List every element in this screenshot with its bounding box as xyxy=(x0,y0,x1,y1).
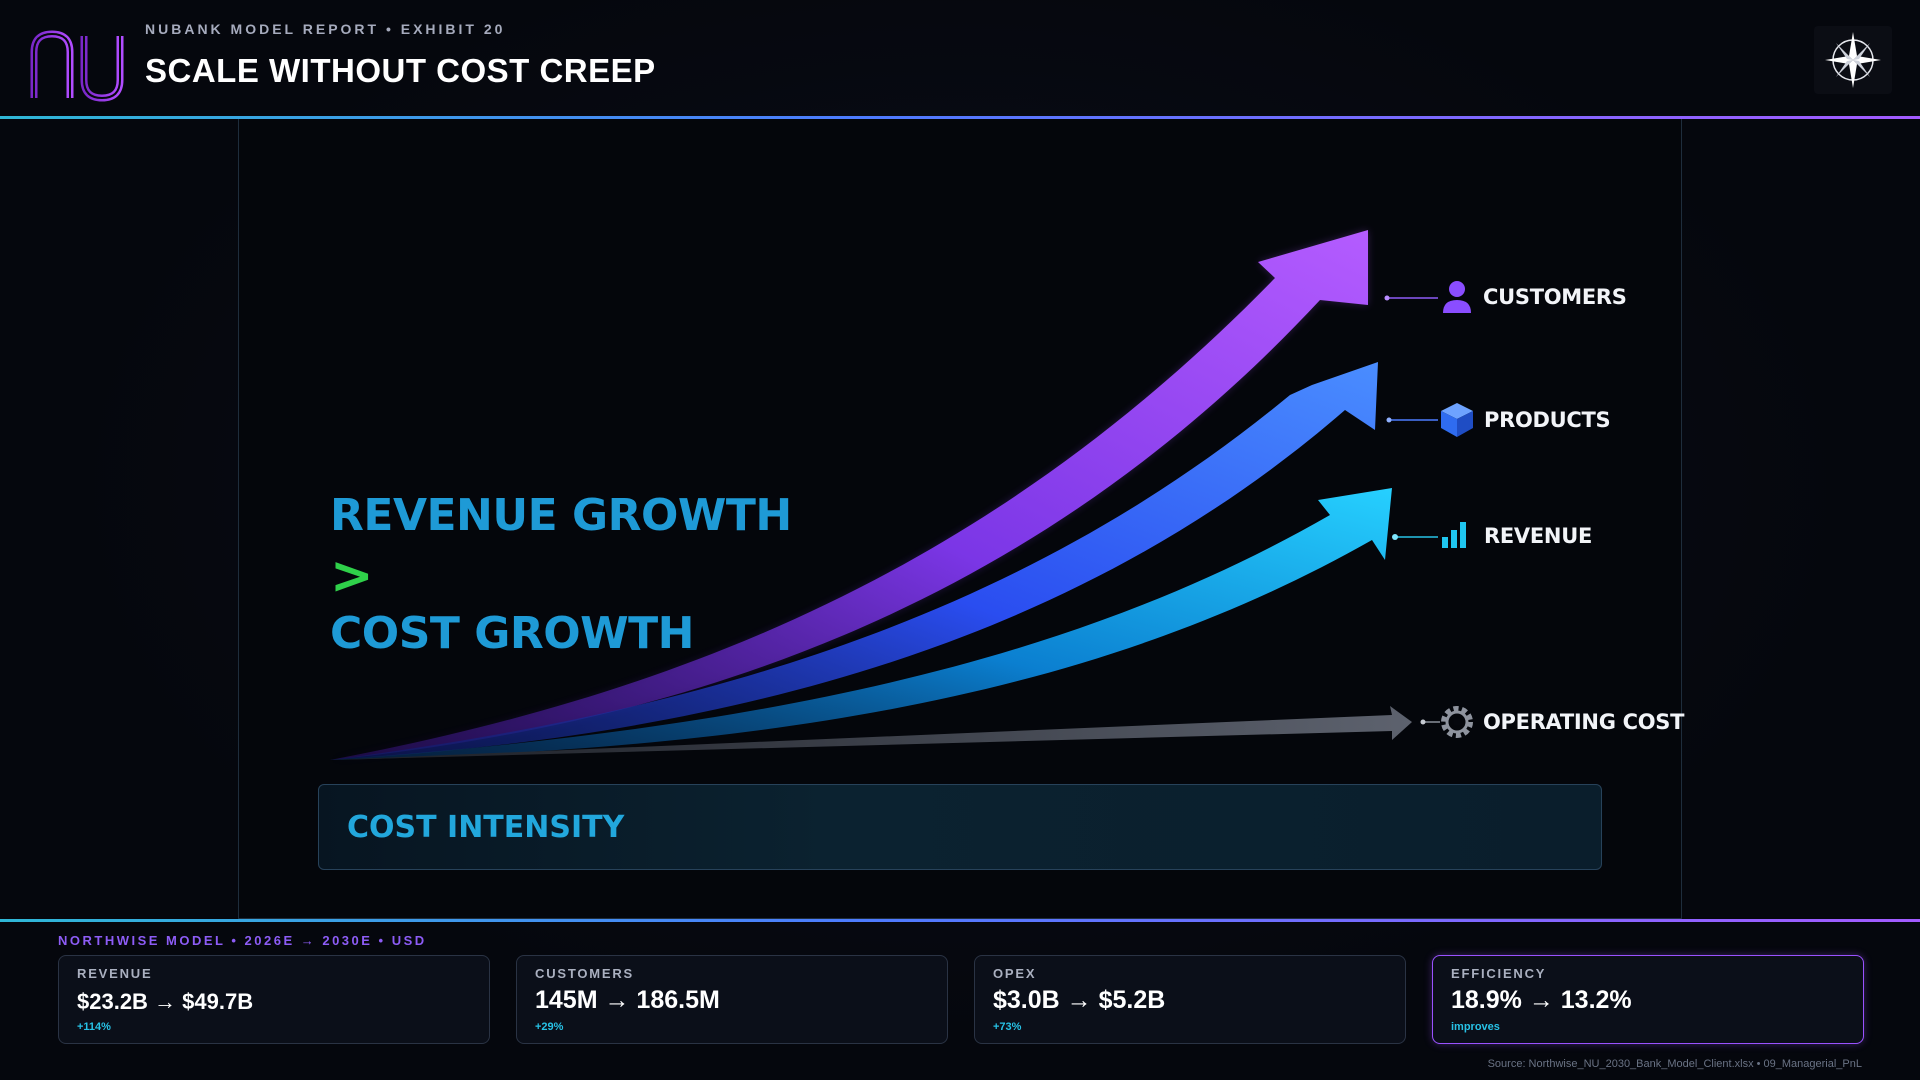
operating-cost-arrow xyxy=(330,706,1412,760)
kpi-card-opex: OPEX $3.0B → $5.2B +73% xyxy=(974,955,1406,1044)
model-tag: NORTHWISE MODEL • 2026E → 2030E • USD xyxy=(58,933,427,948)
kpi-delta: improves xyxy=(1451,1021,1500,1033)
page-title: SCALE WITHOUT COST CREEP xyxy=(145,52,656,89)
bar-chart-icon xyxy=(1442,522,1466,548)
kpi-label: CUSTOMERS xyxy=(535,966,635,981)
series-label-revenue: REVENUE xyxy=(1484,524,1592,548)
revenue-arrow xyxy=(330,488,1392,760)
headline-cost-growth: COST GROWTH xyxy=(330,608,695,659)
kpi-value: 145M → 186.5M xyxy=(535,986,720,1014)
series-label-products: PRODUCTS xyxy=(1484,408,1611,432)
kpi-value: 18.9% → 13.2% xyxy=(1451,986,1632,1014)
report-eyebrow: NUBANK MODEL REPORT • EXHIBIT 20 xyxy=(145,21,506,37)
nu-logo-icon xyxy=(30,30,124,102)
headline-revenue-growth: REVENUE GROWTH xyxy=(330,490,792,541)
kpi-card-revenue: REVENUE $23.2B → $49.7B +114% xyxy=(58,955,490,1044)
footer-divider xyxy=(0,919,1920,922)
cost-intensity-label: COST INTENSITY xyxy=(347,810,625,845)
kpi-card-efficiency: EFFICIENCY 18.9% → 13.2% improves xyxy=(1432,955,1864,1044)
cost-intensity-box: COST INTENSITY xyxy=(318,784,1602,870)
series-label-customers: CUSTOMERS xyxy=(1483,285,1627,309)
kpi-label: REVENUE xyxy=(77,966,153,981)
headline-greater-than: > xyxy=(330,546,374,606)
kpi-label: EFFICIENCY xyxy=(1451,966,1547,981)
kpi-value: $3.0B → $5.2B xyxy=(993,986,1166,1014)
source-note: Source: Northwise_NU_2030_Bank_Model_Cli… xyxy=(1487,1058,1862,1070)
kpi-card-customers: CUSTOMERS 145M → 186.5M +29% xyxy=(516,955,948,1044)
page-header: NUBANK MODEL REPORT • EXHIBIT 20 SCALE W… xyxy=(0,0,1920,118)
series-label-operating-cost: OPERATING COST xyxy=(1483,710,1685,734)
compass-icon xyxy=(1814,26,1892,94)
cube-icon xyxy=(1441,403,1473,437)
kpi-delta: +29% xyxy=(535,1021,564,1033)
kpi-delta: +73% xyxy=(993,1021,1022,1033)
header-divider xyxy=(0,116,1920,119)
kpi-delta: +114% xyxy=(77,1021,111,1033)
series-connectors xyxy=(1384,295,1440,725)
gear-icon xyxy=(1441,706,1473,738)
kpi-label: OPEX xyxy=(993,966,1037,981)
kpi-value: $23.2B → $49.7B xyxy=(77,989,254,1014)
user-icon xyxy=(1443,281,1471,313)
